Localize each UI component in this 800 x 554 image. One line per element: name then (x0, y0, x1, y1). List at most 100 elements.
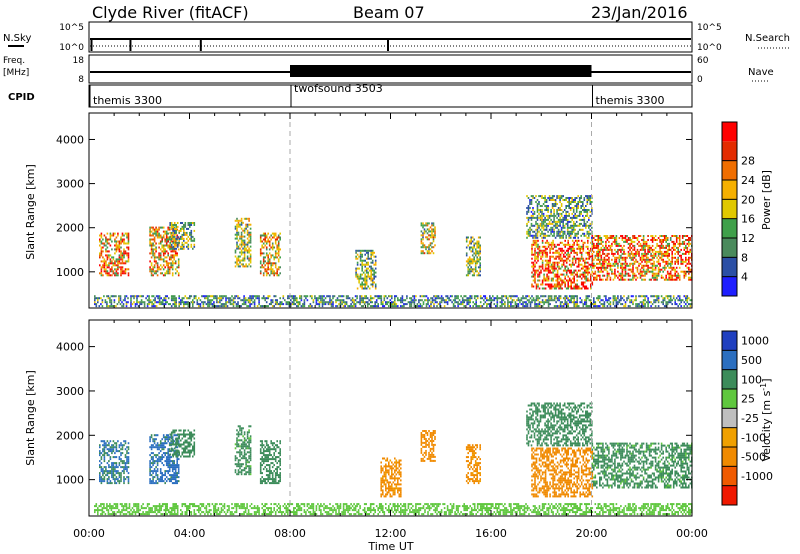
echo-cell (605, 235, 607, 237)
echo-cell (271, 264, 274, 267)
echo-cell (636, 248, 639, 251)
echo-cell (162, 264, 165, 267)
echo-cell (563, 218, 566, 221)
echo-cell (680, 301, 682, 304)
echo-cell (167, 262, 169, 265)
echo-cell (614, 295, 616, 298)
echo-cell (106, 454, 109, 457)
echo-cell (271, 305, 274, 308)
echo-cell (537, 245, 539, 248)
echo-cell (236, 263, 238, 266)
echo-cell (314, 295, 316, 298)
echo-cell (114, 456, 116, 459)
echo-cell (582, 273, 585, 276)
echo-cell (237, 219, 240, 222)
echo-cell (585, 245, 588, 248)
echo-cell (543, 303, 545, 306)
echo-cell (259, 305, 262, 308)
echo-cell (473, 295, 476, 298)
echo-cell (569, 197, 572, 199)
echo-cell (571, 226, 573, 229)
echo-cell (123, 272, 125, 275)
echo-cell (674, 248, 676, 251)
echo-cell (380, 303, 383, 306)
echo-cell (152, 232, 154, 235)
echo-cell (473, 260, 475, 263)
echo-cell (361, 287, 363, 290)
echo-cell (529, 203, 531, 205)
echo-cell (566, 220, 569, 223)
echo-cell (532, 207, 534, 209)
echo-cell (232, 299, 235, 302)
echo-cell (597, 270, 600, 273)
echo-cell (645, 256, 648, 259)
echo-cell (599, 297, 601, 300)
echo-cell (585, 265, 588, 268)
echo-cell (403, 299, 405, 302)
echo-cell (246, 229, 249, 232)
echo-cell (577, 224, 579, 227)
echo-cell (550, 285, 553, 288)
echo-cell (359, 273, 362, 276)
echo-cell (572, 216, 575, 219)
echo-cell (641, 239, 643, 241)
echo-cell (479, 236, 481, 239)
echo-cell (558, 299, 560, 302)
echo-cell (557, 212, 560, 215)
echo-cell (102, 266, 104, 269)
echo-cell (97, 297, 99, 300)
echo-cell (362, 299, 364, 302)
echo-cell (370, 261, 372, 264)
echo-cell (630, 301, 633, 304)
echo-cell (689, 299, 692, 302)
echo-cell (580, 299, 583, 302)
echo-cell (552, 251, 554, 254)
echo-cell (547, 243, 550, 246)
echo-cell (112, 450, 115, 453)
echo-cell (560, 209, 563, 211)
echo-cell (529, 228, 531, 231)
echo-cell (530, 199, 533, 201)
echo-cell (627, 254, 630, 257)
echo-cell (162, 250, 165, 253)
echo-cell (559, 305, 562, 308)
echo-cell (373, 281, 375, 284)
echo-cell (374, 267, 377, 270)
echo-cell (146, 295, 149, 298)
echo-cell (555, 283, 557, 286)
echo-cell (423, 224, 426, 227)
echo-cell (579, 251, 581, 254)
echo-cell (464, 295, 467, 298)
echo-cell (102, 470, 104, 473)
echo-cell (559, 259, 562, 262)
echo-cell (370, 279, 372, 282)
echo-cell (114, 474, 116, 477)
echo-cell (597, 266, 600, 269)
echo-cell (495, 297, 497, 300)
echo-cell (199, 303, 202, 306)
echo-cell (164, 272, 166, 275)
echo-cell (544, 251, 547, 254)
echo-cell (385, 303, 387, 306)
echo-cell (115, 295, 117, 298)
echo-cell (374, 303, 376, 306)
echo-cell (642, 301, 645, 304)
echo-cell (434, 236, 436, 239)
echo-cell (672, 278, 675, 281)
echo-cell (108, 264, 110, 267)
echo-cell (538, 301, 541, 304)
echo-cell (394, 303, 396, 306)
echo-cell (573, 297, 575, 300)
echo-cell (597, 252, 600, 255)
echo-cell (107, 295, 110, 298)
echo-cell (651, 270, 654, 273)
echo-cell (680, 260, 682, 263)
echo-cell (647, 250, 649, 253)
echo-cell (181, 235, 184, 238)
echo-cell (551, 222, 554, 225)
echo-cell (535, 261, 538, 264)
echo-cell (121, 448, 124, 451)
echo-cell (685, 303, 687, 306)
echo-cell (359, 277, 362, 280)
echo-cell (665, 295, 667, 298)
